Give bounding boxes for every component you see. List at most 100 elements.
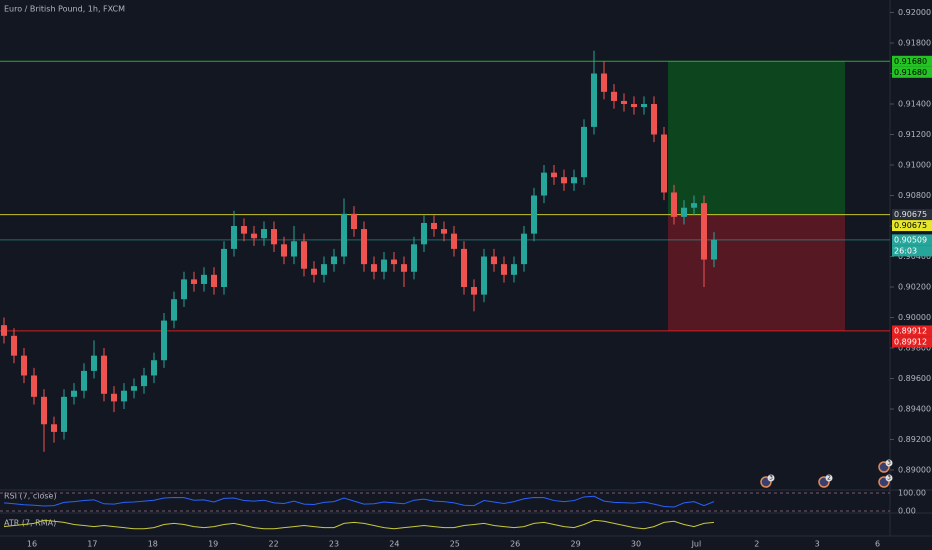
y-tick-label: 0.90800 xyxy=(898,191,931,200)
candle-body xyxy=(281,244,287,257)
candle-body xyxy=(481,256,487,295)
candle-body xyxy=(441,229,447,234)
x-tick-label: 24 xyxy=(389,540,399,549)
event-count: 3 xyxy=(887,475,891,482)
candle-body xyxy=(651,104,657,135)
candle-body xyxy=(521,233,527,265)
price-tag xyxy=(892,245,932,257)
x-tick-label: 2 xyxy=(754,540,759,549)
candle-body xyxy=(511,264,517,275)
event-badge xyxy=(885,459,893,467)
candle-body xyxy=(101,355,107,394)
price-tag-label: 0.90509 xyxy=(894,235,927,244)
y-tick-label: 0.89200 xyxy=(898,435,931,444)
x-tick-label: 25 xyxy=(450,540,460,549)
y-tick-label: 0.89600 xyxy=(898,374,931,383)
price-tag-label: 0.90675 xyxy=(894,210,927,219)
candle-body xyxy=(351,213,357,230)
candle-body xyxy=(551,172,557,178)
candle-body xyxy=(261,229,267,239)
price-tag xyxy=(892,55,932,67)
x-tick-label: 29 xyxy=(571,540,581,549)
x-tick-label: 18 xyxy=(148,540,158,549)
y-tick-label: 0.90400 xyxy=(898,252,931,261)
candle-body xyxy=(141,375,147,387)
indicator-tick-label: 100.00 xyxy=(898,489,926,498)
candle-body xyxy=(171,299,177,321)
y-tick-label: 0.89400 xyxy=(898,405,931,414)
x-tick-label: 22 xyxy=(269,540,279,549)
x-tick-label: 17 xyxy=(87,540,97,549)
x-tick-label: 23 xyxy=(329,540,339,549)
candle-body xyxy=(241,226,247,234)
candle-body xyxy=(321,264,327,275)
candle-body xyxy=(331,256,337,265)
price-tag xyxy=(892,220,932,232)
candle-body xyxy=(461,248,467,288)
candle-body xyxy=(581,126,587,178)
candle-body xyxy=(571,177,577,184)
candle-body xyxy=(471,287,477,295)
candle-body xyxy=(251,233,257,239)
price-tag-label: 26:03 xyxy=(894,246,917,255)
candle-body xyxy=(591,73,597,127)
event-badge xyxy=(767,474,775,482)
candle-body xyxy=(671,192,677,217)
candle-body xyxy=(361,229,367,265)
chart-title: Euro / British Pound, 1h, FXCM xyxy=(4,5,125,14)
candle-body xyxy=(161,320,167,361)
price-tag xyxy=(892,234,932,246)
candle-body xyxy=(381,259,387,272)
candle-body xyxy=(111,393,117,402)
candle-body xyxy=(31,375,37,397)
price-tag xyxy=(892,325,932,337)
candle-body xyxy=(201,274,207,284)
candle-body xyxy=(611,91,617,101)
x-tick-label: 6 xyxy=(875,540,880,549)
price-tag-label: 0.91680 xyxy=(894,57,927,66)
candle-body xyxy=(661,134,667,193)
candle-body xyxy=(431,222,437,230)
y-tick-label: 0.90000 xyxy=(898,313,931,322)
y-tick-label: 0.91400 xyxy=(898,100,931,109)
candle-body xyxy=(341,213,347,257)
candle-body xyxy=(131,386,137,391)
price-tag-label: 0.90675 xyxy=(894,221,927,230)
candle-body xyxy=(531,195,537,234)
event-count: 3 xyxy=(769,475,773,482)
x-tick-label: 19 xyxy=(208,540,218,549)
candle-body xyxy=(631,104,637,108)
price-tag-label: 0.89912 xyxy=(894,326,927,335)
candle-body xyxy=(151,360,157,376)
x-tick-label: 26 xyxy=(510,540,520,549)
rsi-line xyxy=(3,495,715,508)
candle-body xyxy=(311,268,317,275)
price-tag-label: 0.91680 xyxy=(894,68,927,77)
candle-body xyxy=(231,226,237,249)
candle-body xyxy=(41,396,47,425)
candle-body xyxy=(191,279,197,284)
atr-label: ATR (7, RMA) xyxy=(4,519,56,528)
candle-body xyxy=(181,279,187,300)
price-tag xyxy=(892,209,932,221)
candle-body xyxy=(401,264,407,272)
candle-body xyxy=(271,229,277,245)
candle-body xyxy=(641,104,647,108)
candle-body xyxy=(601,73,607,92)
candle-body xyxy=(681,207,687,217)
candle-body xyxy=(91,355,97,371)
candle-body xyxy=(61,396,67,432)
profit-zone xyxy=(668,61,845,215)
atr-line xyxy=(3,519,715,530)
rsi-label: RSI (7, close) xyxy=(4,492,57,501)
y-tick-label: 0.92000 xyxy=(898,8,931,17)
price-tag-label: 0.89912 xyxy=(894,337,927,346)
candle-body xyxy=(71,390,77,397)
candle-body xyxy=(421,222,427,245)
event-badge xyxy=(885,474,893,482)
y-tick-label: 0.89800 xyxy=(898,344,931,353)
event-count: 3 xyxy=(887,460,891,467)
indicator-tick-label: 0.00 xyxy=(898,507,916,516)
candle-body xyxy=(21,355,27,376)
x-tick-label: Jul xyxy=(691,540,702,549)
